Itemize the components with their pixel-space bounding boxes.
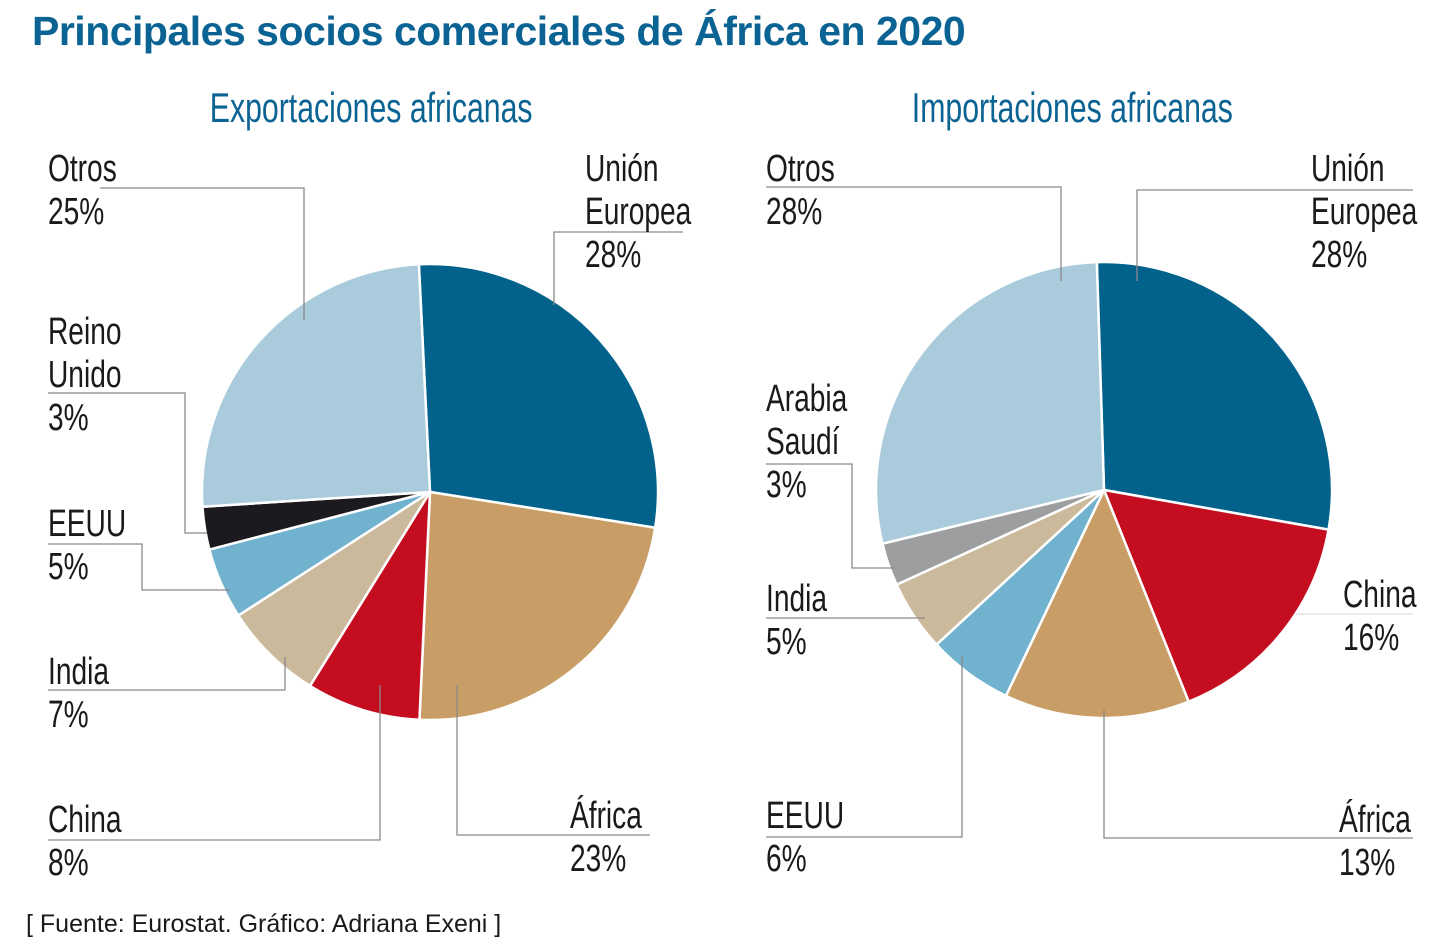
source-note: [ Fuente: Eurostat. Gráfico: Adriana Exe… xyxy=(26,910,502,938)
pie-slice-unión-europea xyxy=(417,262,660,529)
leader-line xyxy=(553,231,683,305)
slice-label: India 5% xyxy=(766,578,827,663)
slice-label: China 8% xyxy=(48,799,122,884)
pie-slice-áfrica xyxy=(418,490,657,722)
slice-label: Unión Europea 28% xyxy=(1311,148,1418,276)
leader-line xyxy=(766,463,895,569)
pie-slice-áfrica xyxy=(1004,488,1190,720)
pie-slice-india xyxy=(237,490,432,688)
slice-label: EEUU 5% xyxy=(48,503,127,588)
slice-label: Otros 25% xyxy=(48,148,117,233)
leader-line xyxy=(456,685,650,836)
leader-lines xyxy=(48,186,1413,841)
pie-slice-china xyxy=(1102,488,1330,703)
pie-slice-unión-europea xyxy=(1095,260,1334,531)
slice-label: África 23% xyxy=(570,795,642,880)
slice-label: Unión Europea 28% xyxy=(585,148,692,276)
slice-label: China 16% xyxy=(1343,574,1417,659)
slice-label: EEUU 6% xyxy=(766,795,845,880)
leader-line xyxy=(48,685,381,841)
leader-line xyxy=(1136,189,1413,281)
leader-line xyxy=(766,655,963,838)
pie-slice-otros xyxy=(874,260,1106,545)
leader-line xyxy=(766,186,1062,281)
export-pie xyxy=(200,262,660,722)
pie-slice-otros xyxy=(200,263,432,508)
slice-label: Otros 28% xyxy=(766,148,835,233)
slice-label: África 13% xyxy=(1339,799,1411,884)
slice-label: Reino Unido 3% xyxy=(48,311,122,439)
leader-line xyxy=(100,187,305,320)
figure-title: Principales socios comerciales de África… xyxy=(32,8,966,54)
leader-line xyxy=(48,657,286,691)
pie-slice-china xyxy=(308,490,432,722)
leader-line xyxy=(48,392,207,534)
leader-line xyxy=(1103,710,1413,839)
slice-label: Arabia Saudí 3% xyxy=(766,378,848,506)
import-pie xyxy=(874,260,1334,720)
slice-label: India 7% xyxy=(48,651,109,736)
leader-line xyxy=(48,543,230,591)
